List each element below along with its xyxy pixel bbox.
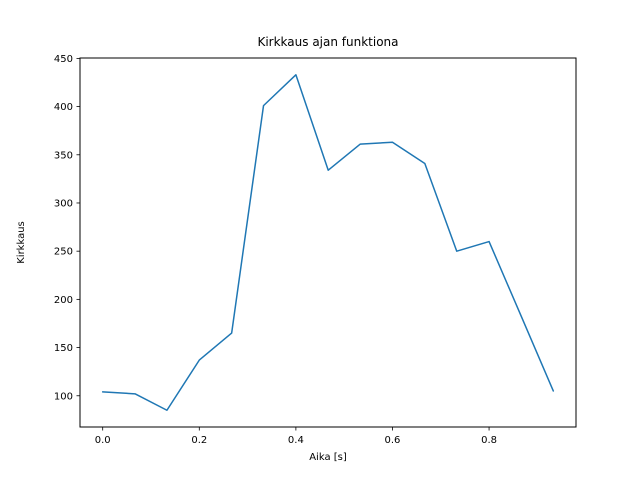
x-tick-label: 0.4 [288,435,304,446]
x-tick-label: 0.8 [481,435,497,446]
x-tick-label: 0.6 [385,435,401,446]
y-tick-label: 150 [54,343,73,354]
x-tick-label: 0.0 [95,435,111,446]
y-axis-label: Kirkkaus [16,221,27,264]
data-line-series [101,74,555,411]
y-tick-label: 350 [54,150,73,161]
x-axis-label: Aika [s] [309,452,347,463]
y-tick-label: 400 [54,102,73,113]
y-tick-label: 200 [54,295,73,306]
y-tick-label: 450 [54,54,73,65]
axes-spines [79,57,577,428]
chart-title: Kirkkaus ajan funktiona [257,35,398,49]
y-tick-label: 250 [54,247,73,258]
y-tick-label: 300 [54,198,73,209]
x-tick-label: 0.2 [191,435,207,446]
y-tick-label: 100 [54,391,73,402]
